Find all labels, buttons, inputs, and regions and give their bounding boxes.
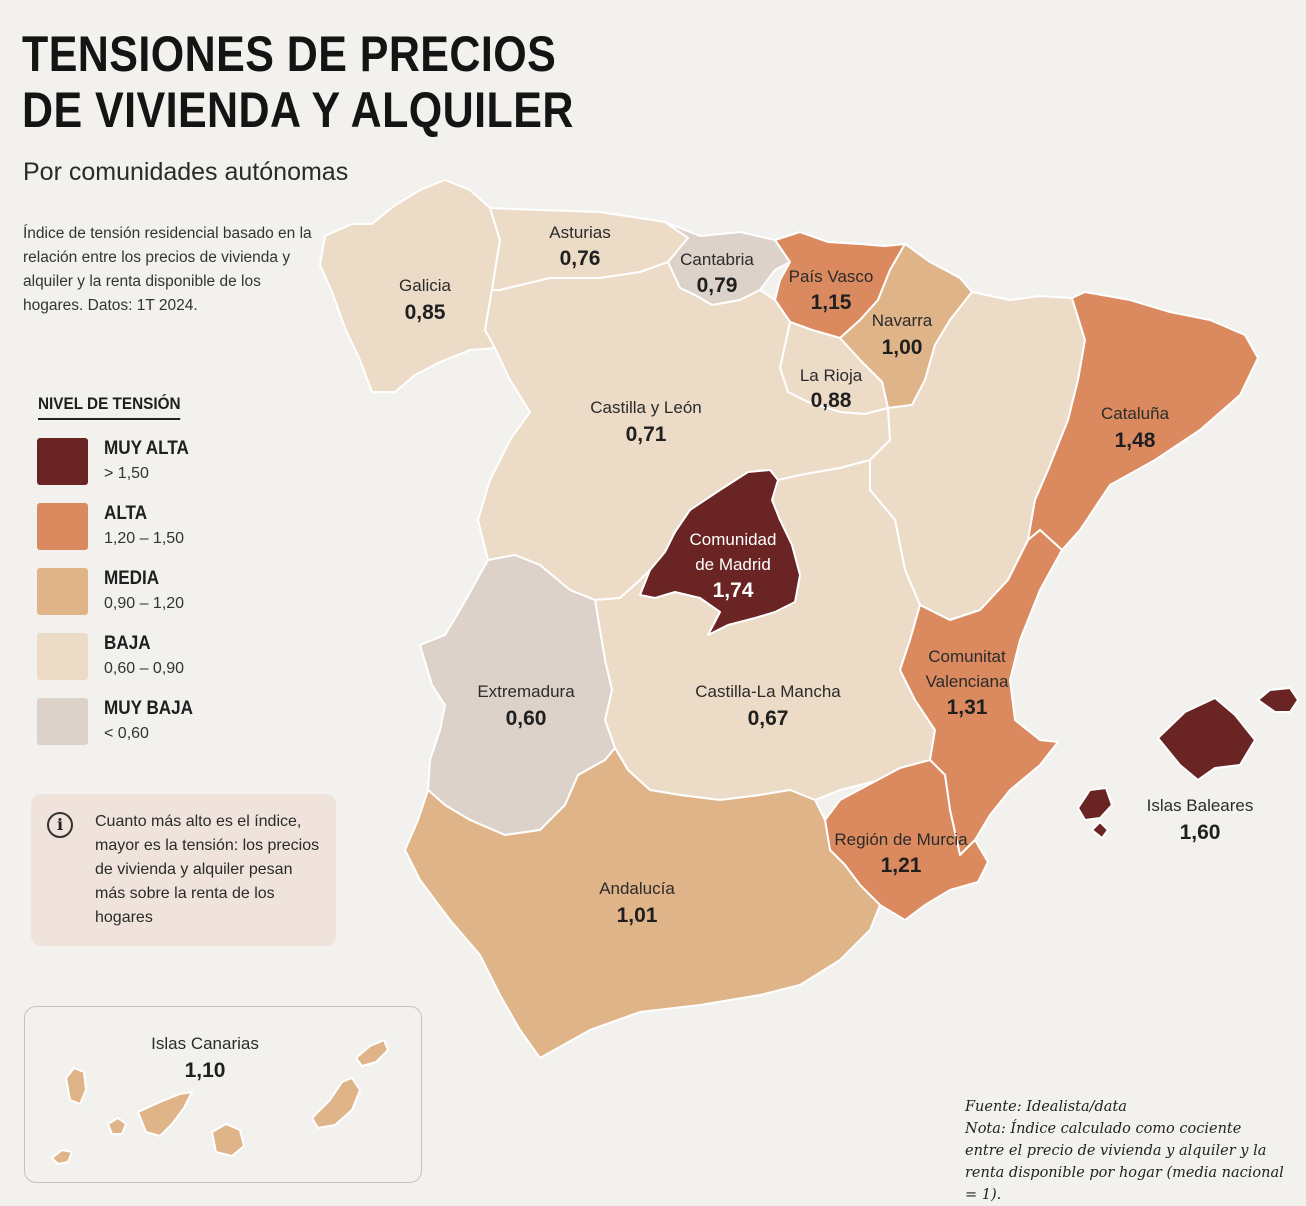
region-formentera[interactable] (1092, 822, 1108, 838)
footer-notes: Fuente: Idealista/data Nota: Índice calc… (965, 1096, 1285, 1206)
label-navarra-value: 1,00 (882, 336, 923, 359)
label-asturias-value: 0,76 (560, 247, 601, 270)
label-asturias-name: Asturias (549, 223, 610, 242)
label-murcia-value: 1,21 (881, 854, 922, 877)
label-valenciana-value: 1,31 (947, 696, 988, 719)
label-castilla-leon-name: Castilla y León (590, 398, 702, 417)
label-andalucia-name: Andalucía (599, 879, 675, 898)
label-castilla-mancha-value: 0,67 (748, 707, 789, 730)
region-ibiza[interactable] (1078, 788, 1112, 820)
label-extremadura-value: 0,60 (506, 707, 547, 730)
footer-note: Nota: Índice calculado como cociente ent… (965, 1118, 1285, 1206)
island-el-hierro[interactable] (52, 1150, 72, 1164)
label-la-rioja-name: La Rioja (800, 366, 863, 385)
label-castilla-mancha-name: Castilla-La Mancha (695, 682, 841, 701)
label-canarias-name: Islas Canarias (151, 1034, 259, 1053)
label-andalucia-value: 1,01 (617, 904, 658, 927)
label-murcia-name: Región de Murcia (834, 830, 968, 849)
footer-source: Fuente: Idealista/data (965, 1096, 1285, 1118)
label-madrid-value: 1,74 (713, 579, 754, 602)
label-navarra-name: Navarra (872, 311, 933, 330)
label-valenciana-name-2: Valenciana (926, 672, 1009, 691)
label-canarias-value: 1,10 (185, 1059, 226, 1082)
label-galicia-name: Galicia (399, 276, 452, 295)
label-la-rioja-value: 0,88 (811, 389, 852, 412)
label-pais-vasco-value: 1,15 (811, 291, 852, 314)
label-galicia-value: 0,85 (405, 301, 446, 324)
region-menorca[interactable] (1258, 688, 1298, 712)
island-lanzarote[interactable] (356, 1040, 388, 1066)
label-baleares-value: 1,60 (1180, 821, 1221, 844)
island-tenerife[interactable] (138, 1092, 192, 1136)
label-cataluna-value: 1,48 (1115, 429, 1156, 452)
label-extremadura-name: Extremadura (477, 682, 575, 701)
label-cantabria-value: 0,79 (697, 274, 738, 297)
island-fuerteventura[interactable] (312, 1078, 360, 1128)
region-mallorca[interactable] (1158, 698, 1255, 780)
label-baleares-name: Islas Baleares (1147, 796, 1254, 815)
label-castilla-leon-value: 0,71 (626, 423, 667, 446)
label-valenciana-name-1: Comunitat (928, 647, 1006, 666)
label-cataluna-name: Cataluña (1101, 404, 1170, 423)
label-madrid-name-1: Comunidad (690, 530, 777, 549)
label-cantabria-name: Cantabria (680, 250, 754, 269)
island-la-gomera[interactable] (108, 1118, 126, 1134)
island-la-palma[interactable] (66, 1068, 86, 1104)
island-gran-canaria[interactable] (212, 1124, 244, 1156)
label-madrid-name-2: de Madrid (695, 555, 771, 574)
label-pais-vasco-name: País Vasco (789, 267, 874, 286)
